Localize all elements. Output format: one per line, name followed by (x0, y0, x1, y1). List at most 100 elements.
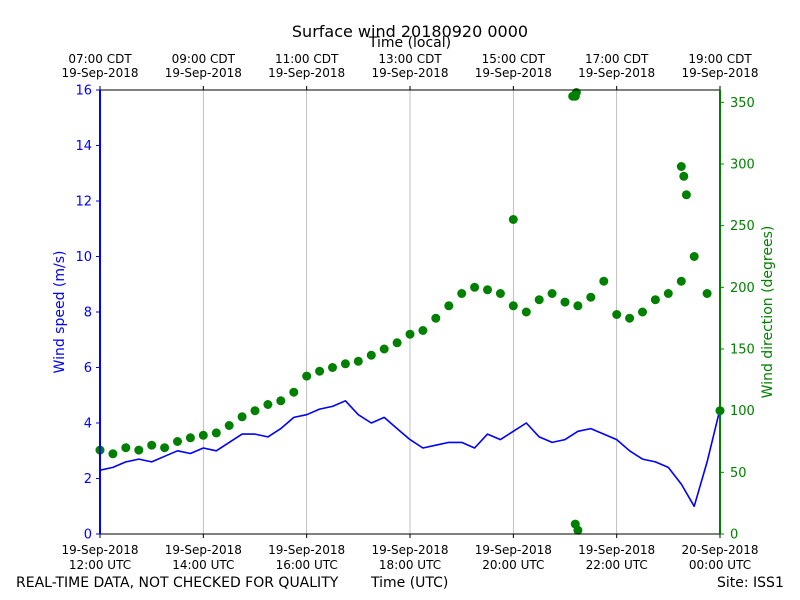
x-tick-label-bottom-date: 19-Sep-2018 (475, 543, 552, 557)
wind-direction-point (418, 326, 428, 335)
wind-direction-point (457, 289, 467, 298)
y-tick-label-right: 250 (730, 219, 755, 234)
x-tick-label-bottom-time: 12:00 UTC (69, 558, 131, 572)
x-tick-label-top-time: 11:00 CDT (275, 52, 339, 66)
wind-direction-point (147, 440, 157, 450)
x-tick-label-bottom-time: 16:00 UTC (276, 558, 338, 572)
wind-direction-point (198, 430, 208, 440)
x-tick-label-bottom-date: 19-Sep-2018 (165, 543, 242, 557)
x-tick-label-top-date: 19-Sep-2018 (165, 66, 242, 80)
chart-title: Surface wind 20180920 0000 (292, 22, 528, 41)
wind-direction-point (353, 356, 363, 366)
y-tick-label-left: 8 (84, 306, 92, 321)
x-tick-label-bottom-time: 22:00 UTC (586, 558, 648, 572)
x-tick-label-top-date: 19-Sep-2018 (578, 66, 655, 80)
wind-direction-point (663, 289, 673, 298)
y-tick-label-right: 50 (730, 466, 747, 481)
y-tick-label-right: 150 (730, 343, 755, 358)
top-axis-label: Time (local) (368, 35, 451, 51)
wind-direction-point (702, 289, 712, 298)
x-tick-label-top-time: 09:00 CDT (172, 52, 236, 66)
x-tick-label-bottom-date: 19-Sep-2018 (371, 543, 448, 557)
wind-direction-point (134, 445, 144, 455)
wind-direction-point (508, 301, 518, 311)
wind-direction-point (650, 295, 660, 305)
wind-direction-point (521, 307, 531, 317)
wind-direction-point (676, 162, 686, 171)
x-tick-label-top-date: 19-Sep-2018 (475, 66, 552, 80)
x-tick-label-top-date: 19-Sep-2018 (681, 66, 758, 80)
x-tick-label-top-date: 19-Sep-2018 (268, 66, 345, 80)
data-series (95, 88, 725, 535)
footer-quality-note: REAL-TIME DATA, NOT CHECKED FOR QUALITY (16, 575, 339, 591)
x-tick-label-bottom-time: 18:00 UTC (379, 558, 441, 572)
wind-direction-point (185, 433, 195, 443)
wind-direction-point (508, 215, 518, 224)
right-axis-label: Wind direction (degrees) (760, 226, 776, 399)
x-tick-label-bottom-date: 20-Sep-2018 (681, 543, 758, 557)
x-tick-label-top-date: 19-Sep-2018 (61, 66, 138, 80)
wind-direction-point (444, 301, 454, 311)
wind-direction-point (470, 282, 480, 292)
wind-direction-point (211, 428, 221, 438)
wind-direction-point (679, 171, 689, 181)
wind-direction-point (689, 252, 699, 261)
y-tick-label-right: 300 (730, 158, 755, 173)
y-tick-label-left: 16 (75, 84, 92, 99)
wind-direction-point (366, 350, 376, 360)
x-tick-label-top-time: 15:00 CDT (482, 52, 546, 66)
y-tick-label-right: 200 (730, 281, 755, 296)
wind-direction-point (302, 371, 312, 381)
y-tick-label-right: 0 (730, 528, 738, 543)
wind-direction-point (495, 289, 505, 298)
x-tick-label-bottom-time: 20:00 UTC (482, 558, 544, 572)
wind-direction-point (405, 329, 415, 339)
wind-direction-point (250, 406, 260, 416)
wind-direction-point (573, 525, 583, 535)
wind-direction-point (340, 359, 350, 369)
left-axis-label: Wind speed (m/s) (52, 251, 68, 374)
y-tick-label-left: 6 (84, 361, 92, 376)
y-tick-label-left: 4 (84, 417, 92, 432)
y-tick-label-right: 350 (730, 96, 755, 111)
wind-direction-point (289, 387, 299, 397)
wind-direction-point (224, 421, 234, 430)
x-tick-label-top-time: 19:00 CDT (688, 52, 752, 66)
x-tick-label-top-time: 13:00 CDT (378, 52, 442, 66)
wind-direction-point (108, 449, 118, 459)
y-tick-label-left: 2 (84, 472, 92, 487)
wind-direction-point (431, 313, 441, 323)
x-tick-label-top-time: 17:00 CDT (585, 52, 649, 66)
wind-direction-point (599, 276, 609, 286)
wind-direction-point (586, 292, 596, 302)
wind-direction-point (560, 297, 570, 307)
wind-direction-point (483, 285, 492, 295)
footer-site-label: Site: ISS1 (717, 575, 784, 591)
wind-direction-point (612, 310, 622, 319)
wind-direction-point (160, 443, 170, 453)
x-tick-label-bottom-date: 19-Sep-2018 (61, 543, 138, 557)
x-tick-label-bottom-date: 19-Sep-2018 (578, 543, 655, 557)
wind-direction-point (121, 443, 131, 453)
wind-direction-point (638, 307, 647, 317)
wind-direction-point (625, 313, 635, 323)
x-tick-label-bottom-date: 19-Sep-2018 (268, 543, 345, 557)
y-tick-label-right: 100 (730, 404, 755, 419)
y-tick-label-left: 12 (75, 195, 92, 210)
wind-direction-point (681, 190, 691, 200)
wind-direction-point (237, 412, 247, 422)
wind-direction-point (315, 366, 325, 376)
wind-direction-point (328, 363, 337, 372)
wind-speed-line (99, 399, 721, 508)
wind-direction-point (534, 295, 544, 305)
wind-direction-point (573, 301, 583, 311)
wind-direction-point (263, 400, 273, 409)
wind-direction-point (276, 396, 286, 406)
wind-direction-point (392, 338, 402, 348)
grid-lines (202, 90, 618, 534)
x-tick-label-bottom-time: 00:00 UTC (689, 558, 751, 572)
wind-direction-point (173, 437, 182, 446)
wind-direction-point (571, 88, 581, 97)
